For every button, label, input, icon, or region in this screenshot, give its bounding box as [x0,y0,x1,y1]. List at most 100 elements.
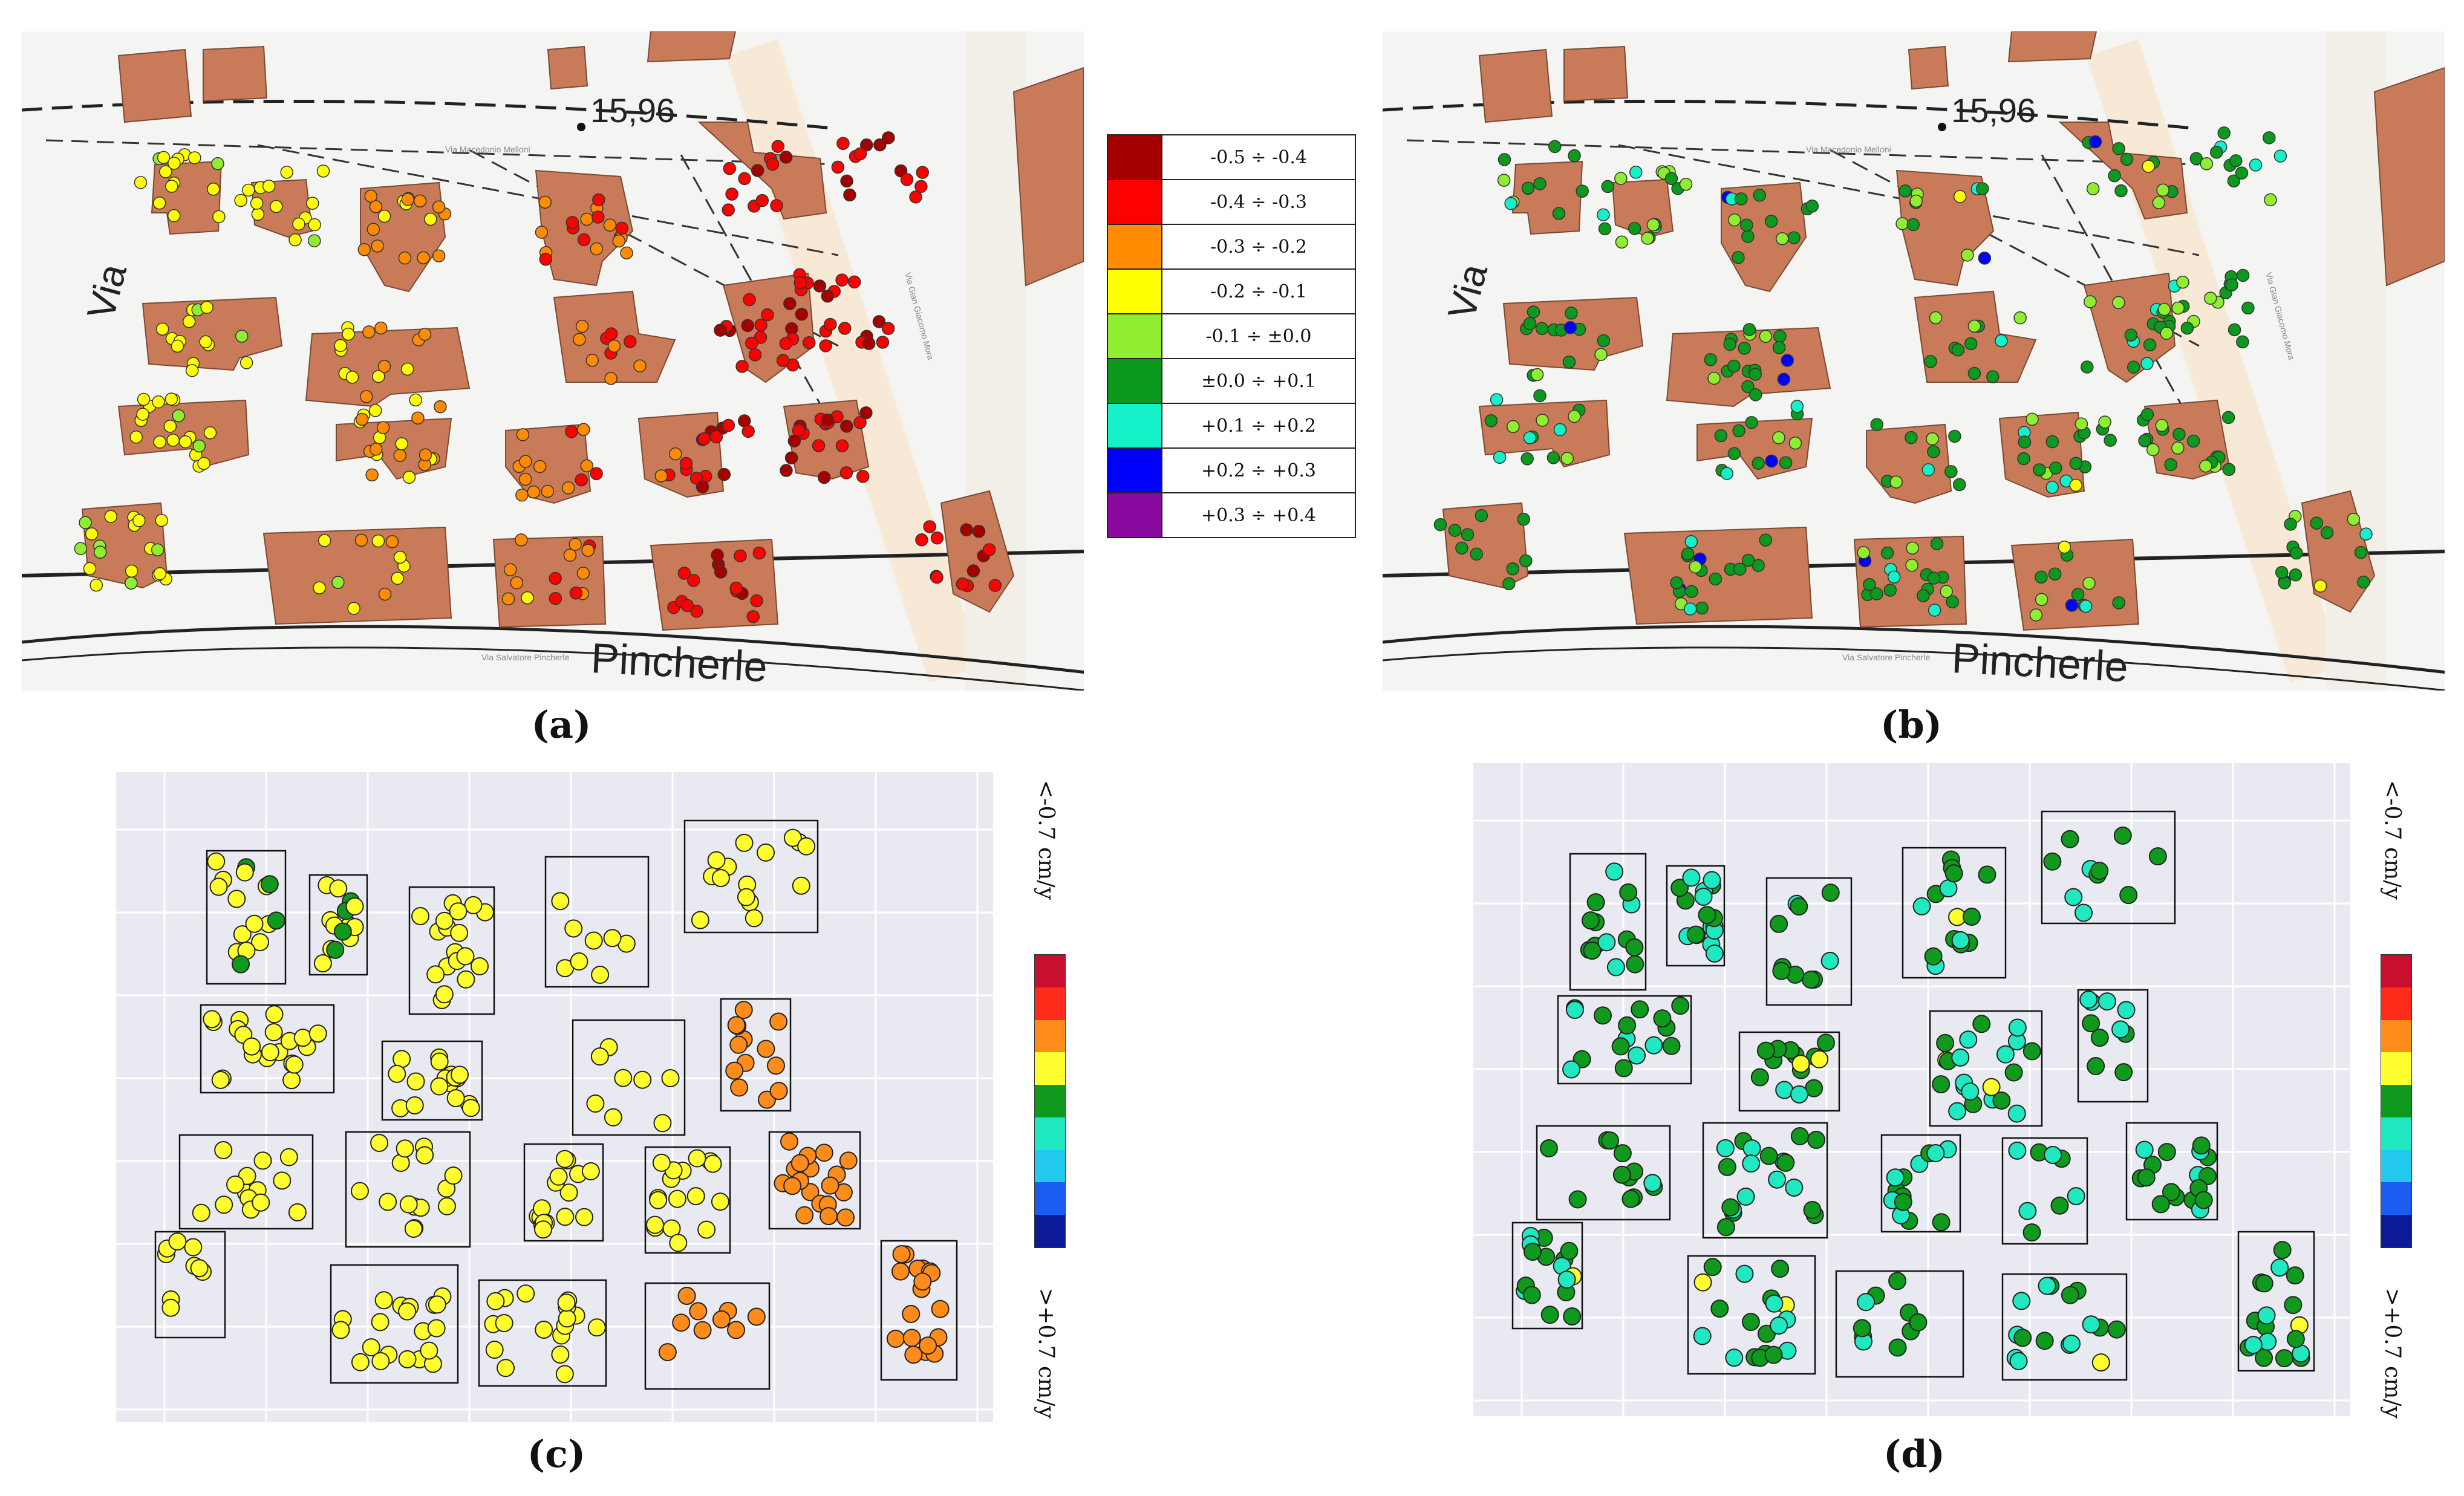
ps-point [1802,971,1820,989]
ps-point [853,147,867,161]
ps-point [1475,509,1488,522]
ps-point [1951,343,1965,357]
ps-point [165,180,178,193]
ps-point [735,833,754,852]
ps-point [2189,152,2203,166]
ps-point [693,1321,712,1339]
ps-point [1926,432,1939,446]
ps-point [714,324,727,337]
ps-point [2017,452,2030,466]
ps-point [2192,1136,2211,1155]
ps-point [1772,431,1785,444]
ps-point [449,902,468,921]
ps-point [2044,1146,2062,1165]
colorbar-segment [2381,1085,2411,1117]
ps-point [226,1175,244,1194]
ps-point [376,421,390,434]
ps-point [2082,576,2096,590]
legend-entry: -0.4 ÷ -0.3 [1107,179,1356,225]
ps-point [125,576,138,590]
ps-point [697,432,711,446]
ps-point [2235,166,2249,180]
building-box [178,1134,314,1230]
ps-point [2156,183,2169,197]
ps-point [2140,408,2154,421]
building-box [2001,1273,2128,1381]
ps-point [860,138,873,152]
ps-point [620,246,633,260]
ps-point [377,360,391,373]
colorbar-segment [2381,1182,2411,1215]
ps-point [1790,400,1804,413]
ps-point [1788,436,1802,450]
ps-point [856,470,870,483]
ps-point [966,564,980,577]
ps-point [357,243,371,256]
ps-point [2058,540,2071,554]
ps-point [2160,327,2174,340]
ps-point [1909,194,1923,208]
ps-point [1504,197,1517,210]
ps-point [1557,1270,1576,1289]
ps-point [515,488,529,502]
ps-point [2008,1141,2027,1160]
ps-point [245,914,264,933]
ps-point [253,1151,272,1170]
ps-point [1611,1037,1630,1056]
ps-point [2107,1320,2126,1339]
ps-point [2069,478,2082,492]
ps-point [377,209,391,223]
ps-point [797,837,816,856]
colorbar-c-top-label: <-0.7 cm/y [1034,780,1058,900]
ps-point [2104,434,2117,447]
building-box [1666,865,1726,967]
ps-point [1533,177,1547,190]
ps-point [836,137,850,151]
colorbar-segment [2381,1215,2411,1247]
ps-point [892,1245,911,1264]
ps-point [1507,420,1520,434]
ps-point [137,392,151,406]
ps-point [1909,1313,1928,1332]
ps-point [729,1035,748,1054]
building-box [1765,877,1853,1006]
ps-point [1568,409,1581,423]
ps-point [563,548,577,562]
ps-point [398,251,412,265]
ps-point [669,447,682,461]
ps-point [703,1154,722,1173]
building-footprint [1563,45,1629,102]
ps-point [2064,888,2083,906]
ps-point [347,602,360,615]
ps-point [2079,990,2098,1009]
ps-point [362,1338,380,1357]
ps-point [1946,595,1959,609]
ps-point [1752,559,1765,572]
ps-point [1764,215,1778,228]
ps-point [406,1072,425,1091]
ps-point [1694,888,1713,906]
ps-point [1785,1178,1804,1197]
ps-point [1682,868,1701,887]
ps-point [575,473,588,487]
ps-point [1961,1082,1980,1101]
ps-point [2022,1223,2041,1242]
ps-point [518,472,532,486]
ps-point [577,423,590,436]
street-label-small: Via Macedonio Melloni [445,145,530,154]
ps-point [516,428,530,441]
ps-point [1790,1085,1808,1104]
ps-point [972,525,986,538]
ps-point [776,354,790,367]
ps-point [318,534,331,547]
ps-point [374,321,388,335]
elevation-label: 15,96 [1951,91,2036,129]
ps-point [371,534,385,548]
ps-point [2090,1029,2109,1047]
ps-point [1906,541,1919,555]
colorbar-segment [1035,1052,1065,1085]
ps-point [369,200,383,213]
ps-point [815,1143,833,1162]
ps-point [1978,252,1992,265]
ps-point [1568,149,1581,163]
